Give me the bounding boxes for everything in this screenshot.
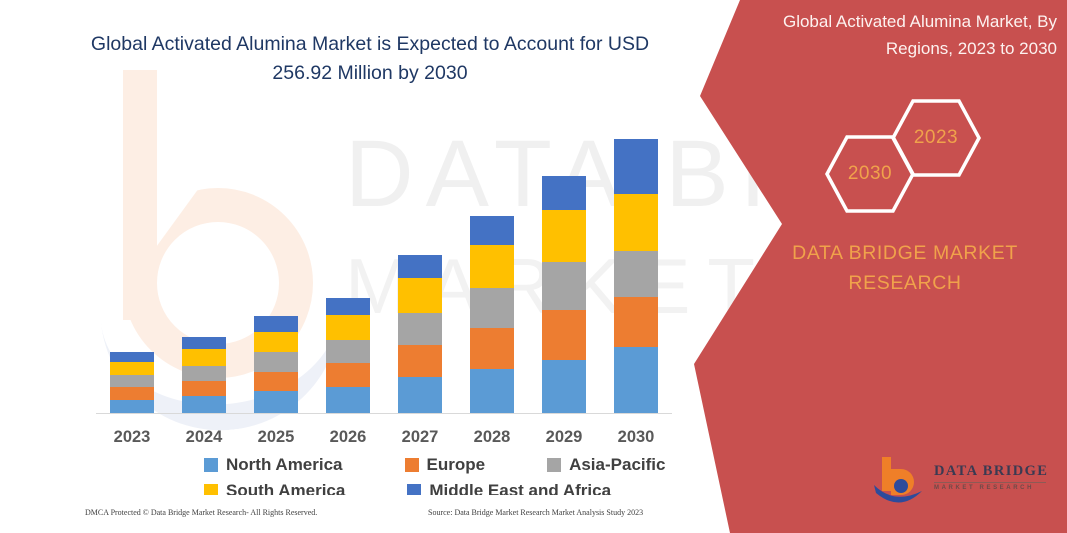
bar-segment — [614, 139, 658, 194]
bar-segment — [110, 352, 154, 363]
bar-segment — [470, 327, 514, 369]
bar-segment — [182, 396, 226, 413]
legend-swatch — [204, 458, 218, 472]
hexagon-end-year-label: 2023 — [913, 127, 959, 148]
bar-segment — [470, 287, 514, 328]
bar-segment — [182, 365, 226, 381]
x-axis-tick-label: 2026 — [329, 428, 367, 446]
bar-column — [542, 176, 586, 413]
legend-label: Europe — [426, 455, 486, 474]
legend-label: South America — [226, 481, 346, 495]
hexagon-start-year-label: 2030 — [847, 163, 893, 184]
bar-segment — [110, 387, 154, 400]
brand-panel — [694, 0, 1067, 533]
bar-segment — [398, 254, 442, 279]
page-title: Global Activated Alumina Market is Expec… — [90, 33, 650, 84]
chart-plot-area — [96, 120, 672, 414]
x-axis-tick-label: 2030 — [617, 428, 655, 446]
bar-segment — [326, 297, 370, 316]
bar-segment — [398, 312, 442, 345]
bar-segment — [254, 352, 298, 372]
legend-swatch — [407, 484, 422, 495]
legend-item[interactable]: Asia-Pacific — [547, 455, 665, 475]
bar-segment — [542, 359, 586, 413]
legend-label: Asia-Pacific — [569, 455, 666, 474]
bar-segment — [542, 176, 586, 211]
dbmr-logo: DATA BRIDGE MARKET RESEARCH — [872, 455, 1052, 507]
bar-segment — [254, 315, 298, 332]
bar-column — [470, 215, 514, 413]
bar-segment — [398, 344, 442, 378]
dbmr-logo-title: DATA BRIDGE — [934, 463, 1049, 479]
footer-source-text: Source: Data Bridge Market Research Mark… — [428, 508, 644, 517]
bar-segment — [542, 262, 586, 310]
bar-segment — [110, 362, 154, 376]
x-axis-tick-label: 2028 — [473, 428, 511, 446]
bar-segment — [182, 349, 226, 366]
footer: DMCA Protected © Data Bridge Market Rese… — [0, 508, 700, 530]
legend-swatch — [547, 458, 562, 472]
panel-title: Global Activated Alumina Market, By Regi… — [782, 12, 1057, 58]
legend-item[interactable]: South America — [204, 481, 345, 495]
bar-segment — [110, 399, 154, 413]
bar-segment — [398, 278, 442, 313]
legend-swatch — [404, 458, 419, 472]
dbmr-logo-subtitle: MARKET RESEARCH — [934, 485, 1035, 491]
x-axis-tick-label: 2029 — [545, 428, 583, 446]
bar-column — [398, 254, 442, 413]
bar-segment — [326, 315, 370, 341]
bar-segment — [254, 371, 298, 392]
x-axis-tick-label: 2027 — [401, 428, 439, 446]
bar-segment — [182, 380, 226, 397]
bar-segment — [254, 391, 298, 413]
bar-column — [614, 139, 658, 413]
bar-segment — [614, 250, 658, 297]
bar-column — [254, 315, 298, 413]
bar-segment — [182, 337, 226, 350]
x-axis-labels: 2023 2024 2025 2026 2027 2028 2029 2030 — [96, 428, 672, 447]
bar-segment — [470, 215, 514, 246]
bar-segment — [470, 245, 514, 288]
bar-segment — [326, 363, 370, 387]
bar-segment — [254, 331, 298, 353]
bar-segment — [110, 375, 154, 388]
bar-segment — [398, 377, 442, 413]
x-axis-tick-label: 2023 — [113, 428, 151, 446]
bar-segment — [542, 309, 586, 360]
bar-column — [182, 337, 226, 413]
bar-segment — [614, 193, 658, 251]
bar-group — [96, 120, 672, 413]
hexagon-icon — [891, 99, 981, 177]
dbmr-logo-text: DATA BRIDGE MARKET RESEARCH — [934, 463, 1052, 491]
bar-column — [326, 297, 370, 413]
legend-item[interactable]: North America — [204, 455, 343, 475]
chart-legend: North America Europe Asia-Pacific South Ame… — [96, 455, 672, 495]
dbmr-logo-divider — [934, 482, 1046, 483]
bar-segment — [542, 210, 586, 263]
hexagon-badge-end-year: 2023 — [890, 98, 982, 178]
bar-segment — [326, 340, 370, 364]
dbmr-logo-mark-icon — [874, 457, 922, 503]
legend-label: North America — [226, 455, 343, 474]
hexagon-badges: 2030 2023 — [812, 96, 992, 213]
chart-pane: DATA BRIDGE MARKET RESEARCH Global Activ… — [0, 33, 760, 530]
brand-name: DATA BRIDGE MARKET RESEARCH — [792, 242, 1018, 294]
bar-segment — [470, 368, 514, 413]
x-axis-tick-label: 2025 — [257, 428, 295, 446]
bar-column — [110, 352, 154, 413]
footer-dmca-text: DMCA Protected © Data Bridge Market Rese… — [85, 508, 318, 517]
legend-item[interactable]: Middle East and Africa — [407, 481, 611, 495]
bar-segment — [614, 347, 658, 413]
legend-swatch — [204, 484, 218, 495]
x-axis-line — [96, 413, 672, 414]
bar-segment — [614, 296, 658, 348]
bar-segment — [326, 386, 370, 413]
x-axis-tick-label: 2024 — [185, 428, 223, 446]
legend-label: Middle East and Africa — [429, 481, 612, 495]
legend-item[interactable]: Europe — [404, 455, 486, 475]
